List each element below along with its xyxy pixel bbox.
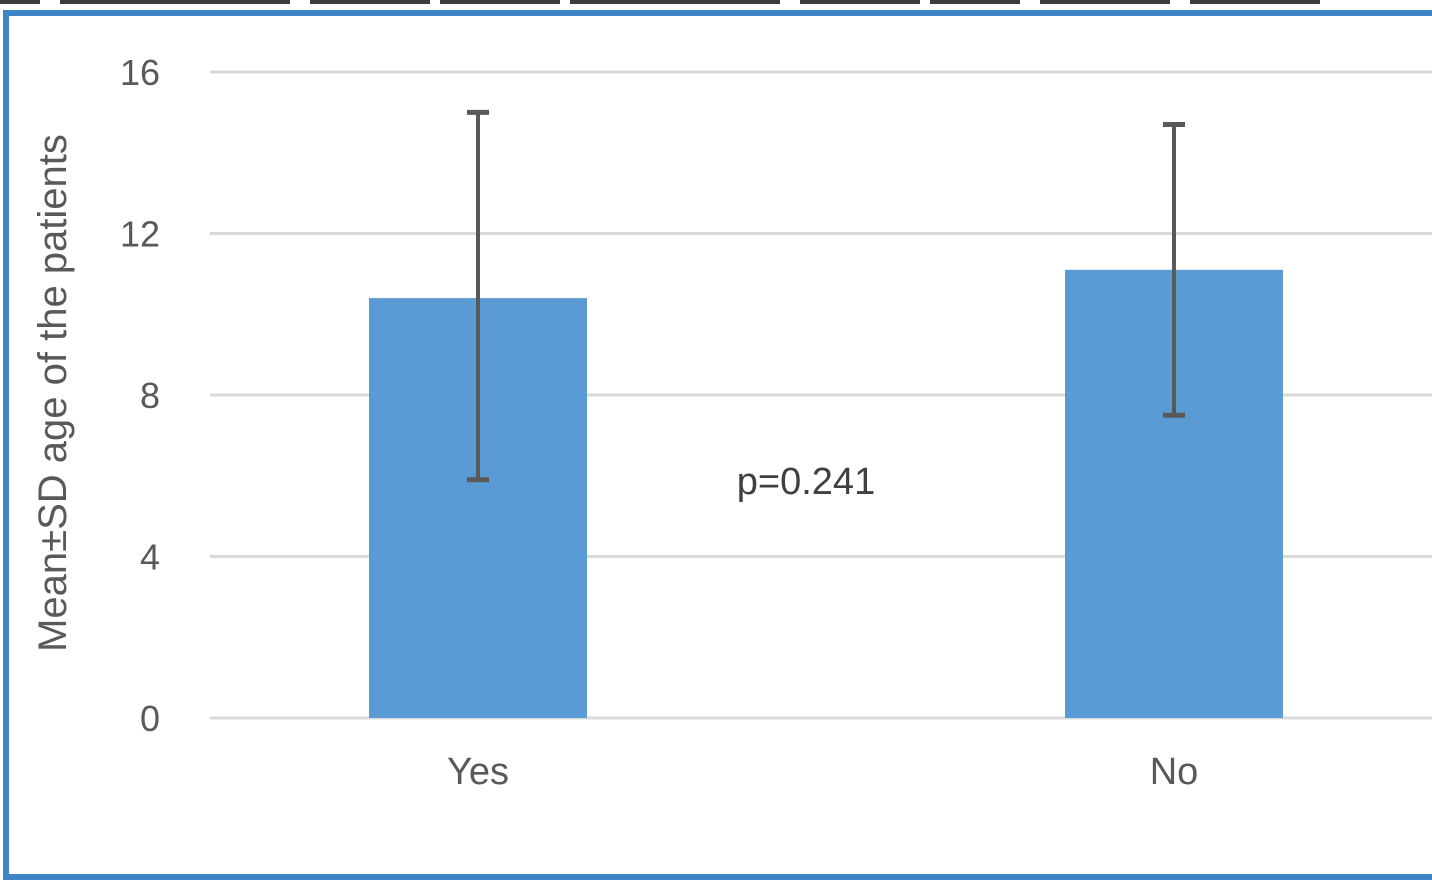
x-tick-label: No bbox=[1150, 751, 1199, 793]
caption-fragment bbox=[60, 0, 290, 4]
caption-strip-bg bbox=[0, 0, 1432, 10]
bars bbox=[369, 269, 1283, 718]
caption-fragment bbox=[310, 0, 430, 4]
p-value-annotation: p=0.241 bbox=[737, 461, 875, 503]
caption-fragment bbox=[570, 0, 780, 4]
y-axis-label: Mean±SD age of the patients bbox=[31, 134, 75, 652]
top-caption-strip bbox=[0, 0, 1432, 10]
caption-fragment bbox=[0, 0, 40, 4]
error-bars bbox=[467, 109, 1185, 483]
y-tick-label: 8 bbox=[140, 375, 160, 416]
y-tick-label: 0 bbox=[140, 698, 160, 739]
caption-fragment bbox=[930, 0, 1020, 4]
caption-fragment bbox=[1190, 0, 1320, 4]
x-tick-labels: Yes No bbox=[447, 751, 1198, 793]
y-tick-labels: 0 4 8 12 16 bbox=[120, 52, 160, 739]
y-tick-label: 12 bbox=[120, 214, 160, 255]
caption-fragment bbox=[440, 0, 560, 4]
caption-fragment bbox=[1040, 0, 1170, 4]
chart-border bbox=[3, 10, 1432, 880]
y-tick-label: 16 bbox=[120, 52, 160, 93]
x-tick-label: Yes bbox=[447, 751, 509, 793]
caption-fragment bbox=[800, 0, 920, 4]
y-tick-label: 4 bbox=[140, 537, 160, 578]
